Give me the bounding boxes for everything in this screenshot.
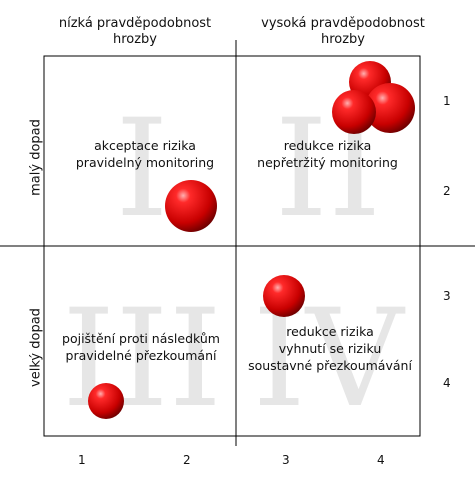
high-probability-header: vysoká pravděpodobnost hrozby [238, 16, 448, 48]
scale-bottom-4: 4 [377, 453, 385, 467]
quadrant-III-watermark: III [62, 280, 222, 437]
scale-right-1: 1 [443, 94, 451, 108]
quadrant-I-line1: akceptace rizika [94, 138, 196, 153]
risk-sphere [88, 383, 124, 419]
quadrant-I-text: akceptace rizika pravidelný monitoring [60, 137, 230, 171]
quadrant-III-line1: pojištění proti následkům [62, 331, 220, 346]
scale-bottom-3: 3 [282, 453, 290, 467]
high-probability-header-line2: hrozby [320, 32, 366, 47]
scale-right-4: 4 [443, 376, 451, 390]
low-probability-header-line2: hrozby [112, 32, 158, 47]
quadrant-IV-text: redukce rizika vyhnutí se riziku soustav… [240, 323, 420, 374]
low-probability-header: nízká pravděpodobnost hrozby [40, 16, 230, 48]
scale-bottom-2: 2 [183, 453, 191, 467]
quadrant-III-text: pojištění proti následkům pravidelné pře… [48, 330, 234, 364]
risk-sphere [365, 83, 415, 133]
risk-sphere [263, 275, 305, 317]
quadrant-I-line2: pravidelný monitoring [75, 155, 215, 170]
quadrant-II-text: redukce rizika nepřetržitý monitoring [240, 137, 415, 171]
low-probability-header-line1: nízká pravděpodobnost [58, 16, 212, 31]
high-probability-header-line1: vysoká pravděpodobnost [261, 16, 425, 31]
quadrant-II-line2: nepřetržitý monitoring [257, 155, 398, 170]
scale-right-2: 2 [443, 184, 451, 198]
quadrant-IV-line2: vyhnutí se riziku [278, 341, 382, 356]
quadrant-III-line2: pravidelné přezkoumání [65, 348, 217, 363]
scale-bottom-1: 1 [78, 453, 86, 467]
scale-right-3: 3 [443, 289, 451, 303]
quadrant-IV-line3: soustavné přezkoumávání [248, 358, 412, 373]
risk-sphere [332, 90, 376, 134]
quadrant-II-line1: redukce rizika [283, 138, 372, 153]
risk-sphere [165, 180, 217, 232]
quadrant-I-watermark: I [115, 90, 168, 247]
quadrant-IV-line1: redukce rizika [286, 324, 374, 339]
